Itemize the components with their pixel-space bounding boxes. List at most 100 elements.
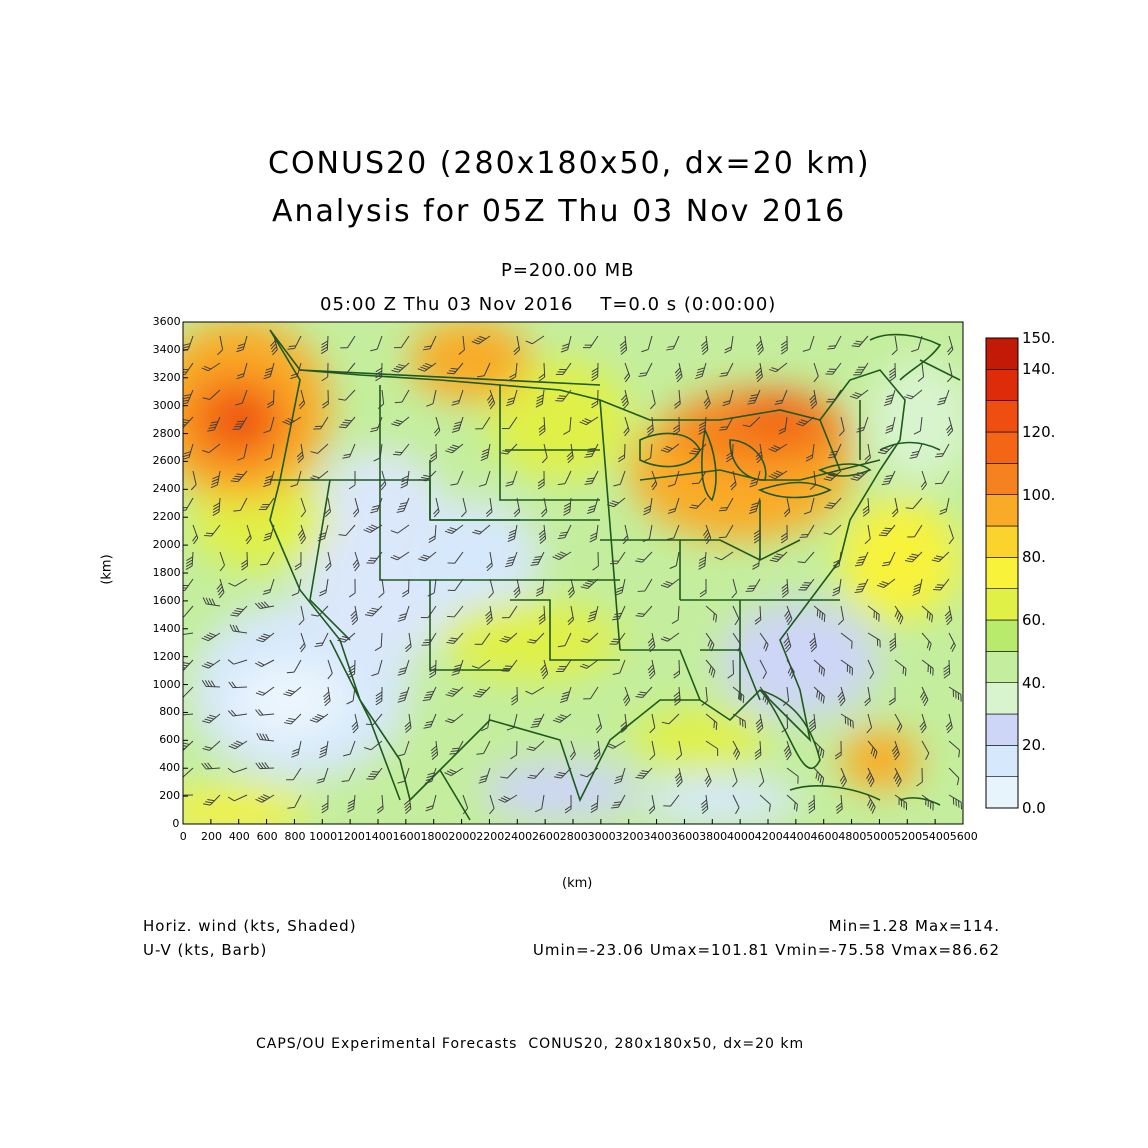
color-bar-swatch [985, 431, 1019, 464]
wind-barb [867, 605, 880, 622]
x-tick-label: 2200 [476, 830, 505, 843]
y-tick-label: 3200 [152, 370, 181, 384]
wind-barb [732, 686, 745, 704]
wind-barb [866, 767, 875, 788]
color-bar-label: 140. [1022, 360, 1056, 379]
wind-barb [885, 416, 896, 434]
wind-barb [185, 551, 194, 571]
y-tick-label: 200 [159, 789, 181, 803]
wind-barb [832, 578, 842, 597]
valid-time: 05:00 Z Thu 03 Nov 2016 T=0.0 s (0:00:00… [320, 294, 777, 315]
wind-barb [642, 524, 653, 543]
wind-barb [400, 470, 410, 489]
wind-barb [513, 497, 521, 518]
color-bar [985, 337, 1019, 809]
wind-barb [318, 740, 329, 759]
wind-barb [402, 578, 410, 598]
wind-barb [867, 794, 876, 814]
wind-barb [507, 524, 518, 543]
wind-barb [698, 416, 707, 435]
wind-barb [660, 578, 680, 588]
pressure-level: P=200.00 MB [501, 260, 635, 281]
x-tick-label: 3000 [587, 830, 616, 843]
wind-barb [609, 632, 626, 645]
color-bar-label: 60. [1022, 611, 1046, 629]
wind-barb [446, 632, 464, 644]
wind-barb [803, 497, 815, 515]
x-tick-label: 4800 [838, 830, 867, 843]
x-tick-label: 4000 [726, 830, 755, 843]
wind-barb [893, 767, 902, 788]
wind-barb [799, 524, 815, 538]
wind-barb [748, 497, 761, 514]
wind-barb [867, 659, 875, 680]
wind-barb [530, 713, 545, 728]
wind-barb [611, 794, 626, 809]
wind-barb [701, 686, 708, 706]
wind-barb [563, 497, 572, 516]
wind-barb [527, 767, 545, 779]
wind-barb [391, 416, 410, 427]
wind-barb [458, 335, 465, 355]
wind-barb [854, 551, 869, 567]
wind-barb [579, 659, 599, 669]
wind-barb [219, 551, 226, 572]
wind-barb [338, 362, 356, 375]
wind-barb [430, 740, 439, 760]
wind-barb [698, 551, 707, 570]
wind-barb [832, 551, 842, 570]
wind-barb [615, 578, 626, 596]
wind-barb [666, 335, 680, 351]
wind-barb [473, 686, 491, 698]
wind-barb [663, 794, 680, 807]
wind-barb [444, 524, 464, 535]
wind-barb [745, 578, 761, 592]
wind-barb [201, 632, 221, 642]
wind-barb [646, 416, 654, 436]
color-bar-swatch [985, 619, 1019, 652]
wind-barb [501, 416, 518, 430]
wind-barb [889, 632, 897, 652]
x-tick-label: 1600 [392, 830, 421, 843]
wind-barb [317, 524, 329, 542]
wind-barb [849, 389, 869, 399]
wind-barb [327, 659, 333, 680]
wind-barb [671, 605, 680, 625]
y-tick-label: 2200 [152, 510, 181, 524]
wind-barb [732, 794, 740, 815]
wind-barb [935, 443, 950, 458]
wind-barb [447, 578, 464, 591]
wind-barb [948, 740, 961, 758]
x-tick-label: 2400 [504, 830, 533, 843]
wind-barb [727, 659, 735, 679]
wind-barb [370, 497, 383, 514]
wind-barb [731, 578, 738, 599]
wind-barb [207, 416, 221, 432]
wind-barb [202, 389, 221, 400]
wind-barb [489, 794, 495, 815]
wind-barb [781, 578, 789, 598]
wind-barb [447, 605, 464, 618]
wind-barb [511, 686, 518, 706]
wind-barb [254, 601, 275, 609]
wind-barb [620, 713, 628, 734]
wind-barb [590, 794, 599, 814]
wind-barb [587, 605, 599, 623]
x-axis-unit: (km) [562, 876, 593, 891]
political-boundaries [269, 329, 961, 821]
wind-barb [638, 362, 653, 377]
wind-barb [375, 362, 383, 382]
wind-barb [724, 335, 734, 354]
wind-barb [705, 740, 719, 756]
wind-barb [183, 686, 194, 698]
wind-barb [554, 767, 572, 779]
wind-barb [666, 524, 680, 541]
x-tick-label: 1400 [364, 830, 393, 843]
wind-barb [758, 767, 765, 788]
wind-barb [613, 767, 626, 785]
wind-barb [866, 713, 873, 734]
wind-barb [290, 362, 302, 380]
y-tick-label: 800 [159, 705, 181, 719]
wind-barb [486, 389, 496, 410]
